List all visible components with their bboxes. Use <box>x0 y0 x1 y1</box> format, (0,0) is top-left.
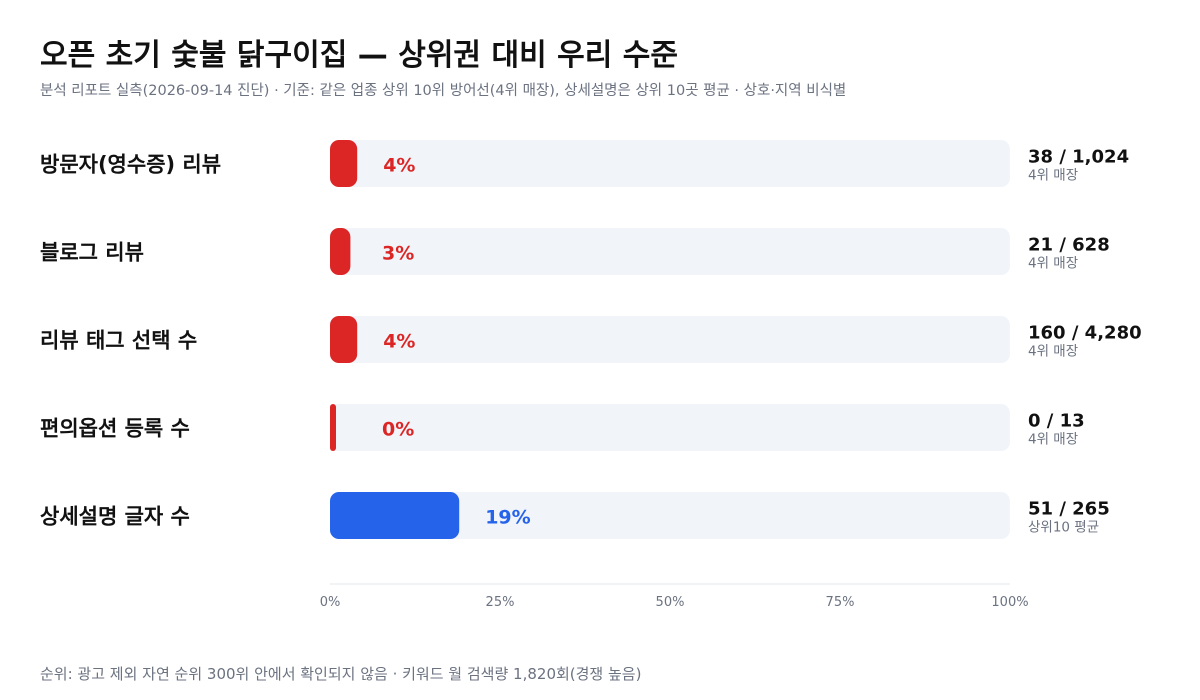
value-label: 4% <box>383 155 415 177</box>
count-label: 160 / 4,280 <box>1028 323 1142 344</box>
bar-track <box>330 492 1010 539</box>
x-tick-label: 100% <box>991 595 1028 610</box>
category-label: 편의옵션 등록 수 <box>40 417 190 441</box>
bar <box>330 404 336 451</box>
benchmark-label: 4위 매장 <box>1028 256 1078 272</box>
benchmark-label: 상위10 평균 <box>1028 520 1099 536</box>
value-label: 0% <box>382 419 414 441</box>
page-subtitle: 분석 리포트 실측(2026-09-14 진단) · 기준: 같은 업종 상위 … <box>40 83 847 99</box>
page-title: 오픈 초기 숯불 닭구이집 — 상위권 대비 우리 수준 <box>40 38 678 73</box>
value-label: 3% <box>382 243 414 265</box>
count-label: 0 / 13 <box>1028 411 1085 432</box>
benchmark-label: 4위 매장 <box>1028 432 1078 448</box>
x-tick-label: 0% <box>320 595 341 610</box>
value-label: 4% <box>383 331 415 353</box>
bar-track <box>330 404 1010 451</box>
category-label: 블로그 리뷰 <box>40 241 144 265</box>
bar <box>330 492 460 539</box>
bar <box>330 228 351 275</box>
bar <box>330 140 358 187</box>
benchmark-label: 4위 매장 <box>1028 168 1078 184</box>
footer-note: 순위: 광고 제외 자연 순위 300위 안에서 확인되지 않음 · 키워드 월… <box>40 665 642 683</box>
category-label: 리뷰 태그 선택 수 <box>40 329 197 353</box>
bar-track <box>330 140 1010 187</box>
x-tick-label: 25% <box>486 595 515 610</box>
count-label: 21 / 628 <box>1028 235 1110 256</box>
benchmark-label: 4위 매장 <box>1028 344 1078 360</box>
category-label: 방문자(영수증) 리뷰 <box>40 153 221 177</box>
bar-track <box>330 228 1010 275</box>
value-label: 19% <box>485 507 530 529</box>
count-label: 38 / 1,024 <box>1028 147 1129 168</box>
bar-track <box>330 316 1010 363</box>
category-label: 상세설명 글자 수 <box>40 505 190 529</box>
bar <box>330 316 358 363</box>
x-tick-label: 50% <box>656 595 685 610</box>
x-tick-label: 75% <box>826 595 855 610</box>
count-label: 51 / 265 <box>1028 499 1110 520</box>
